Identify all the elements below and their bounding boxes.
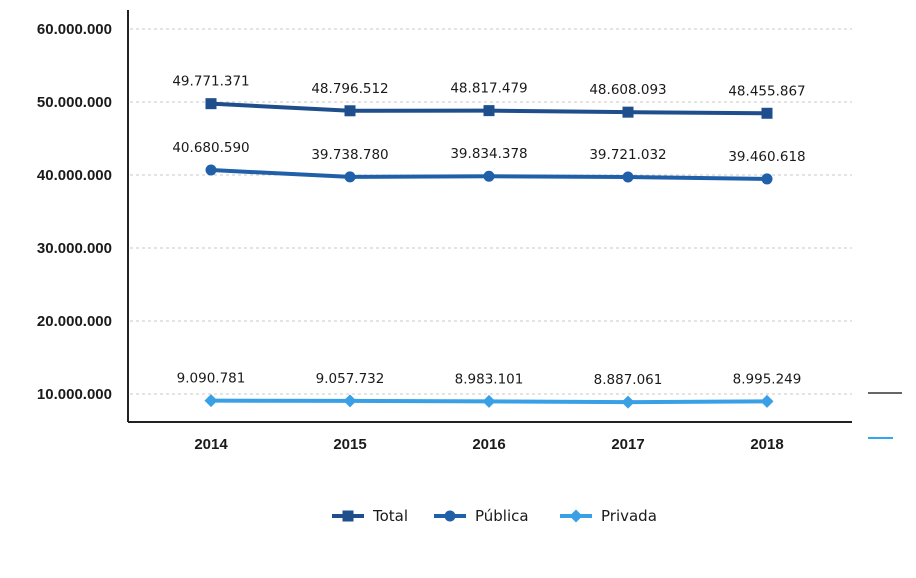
data-point-total bbox=[344, 105, 356, 117]
data-label-total: 49.771.371 bbox=[172, 74, 249, 90]
y-tick-label: 40.000.000 bbox=[37, 167, 112, 184]
legend-label-total: Total bbox=[372, 507, 408, 525]
data-label-total: 48.455.867 bbox=[728, 83, 805, 99]
data-point-total bbox=[483, 105, 495, 117]
legend-label-publica: Pública bbox=[475, 507, 529, 525]
data-point-total bbox=[622, 106, 634, 118]
x-tick-label: 2014 bbox=[194, 436, 228, 453]
data-label-publica: 39.721.032 bbox=[589, 147, 666, 163]
data-point-privada bbox=[482, 394, 496, 408]
data-label-publica: 39.460.618 bbox=[728, 149, 805, 165]
data-point-total bbox=[761, 107, 773, 119]
data-point-publica bbox=[205, 164, 217, 176]
data-point-privada bbox=[621, 395, 635, 409]
data-point-privada bbox=[204, 394, 218, 408]
data-point-publica bbox=[483, 170, 495, 182]
data-point-publica bbox=[761, 173, 773, 185]
y-tick-label: 10.000.000 bbox=[37, 386, 112, 403]
data-label-privada: 8.887.061 bbox=[594, 372, 663, 388]
data-label-publica: 39.738.780 bbox=[311, 147, 388, 163]
data-label-total: 48.796.512 bbox=[311, 81, 388, 97]
legend-marker-privada bbox=[569, 509, 583, 523]
data-point-publica bbox=[622, 171, 634, 183]
data-label-total: 48.817.479 bbox=[450, 81, 527, 97]
y-tick-label: 60.000.000 bbox=[37, 21, 112, 38]
data-point-privada bbox=[343, 394, 357, 408]
legend-marker-publica bbox=[444, 510, 456, 522]
x-tick-label: 2017 bbox=[611, 436, 644, 453]
data-label-privada: 8.995.249 bbox=[733, 371, 802, 387]
x-tick-label: 2018 bbox=[750, 436, 783, 453]
data-point-total bbox=[205, 98, 217, 110]
data-point-publica bbox=[344, 171, 356, 183]
data-label-privada: 9.057.732 bbox=[316, 371, 385, 387]
data-label-publica: 39.834.378 bbox=[450, 146, 527, 162]
data-label-privada: 9.090.781 bbox=[177, 371, 246, 387]
legend-marker-total bbox=[342, 510, 354, 522]
data-label-privada: 8.983.101 bbox=[455, 371, 524, 387]
data-label-publica: 40.680.590 bbox=[172, 140, 249, 156]
y-tick-label: 30.000.000 bbox=[37, 240, 112, 257]
data-label-total: 48.608.093 bbox=[589, 82, 666, 98]
y-tick-label: 20.000.000 bbox=[37, 313, 112, 330]
x-tick-label: 2015 bbox=[333, 436, 366, 453]
legend-label-privada: Privada bbox=[601, 507, 657, 525]
x-tick-label: 2016 bbox=[472, 436, 505, 453]
data-point-privada bbox=[760, 394, 774, 408]
y-tick-label: 50.000.000 bbox=[37, 94, 112, 111]
